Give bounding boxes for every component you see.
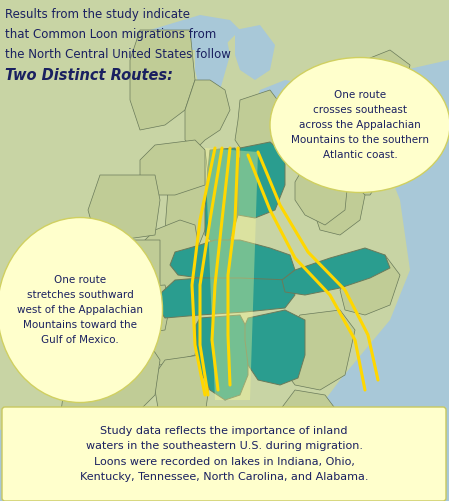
Polygon shape [60,330,160,440]
Polygon shape [150,15,240,50]
Text: the North Central United States follow: the North Central United States follow [5,48,231,61]
Polygon shape [345,160,380,195]
Text: Two Distinct Routes:: Two Distinct Routes: [5,68,173,83]
Polygon shape [88,175,160,240]
Text: Study data reflects the importance of inland
waters in the southeastern U.S. dur: Study data reflects the importance of in… [80,426,368,482]
FancyBboxPatch shape [2,407,446,501]
Polygon shape [255,80,310,108]
Polygon shape [310,72,360,100]
Polygon shape [280,310,355,390]
Polygon shape [255,390,340,490]
Polygon shape [158,278,295,318]
Polygon shape [130,30,195,130]
Polygon shape [365,50,410,100]
Polygon shape [238,142,285,218]
Polygon shape [310,60,449,501]
Polygon shape [365,150,392,185]
Polygon shape [195,20,230,100]
Polygon shape [235,90,285,155]
Polygon shape [340,255,400,315]
Ellipse shape [0,217,163,402]
Ellipse shape [270,58,449,192]
Text: that Common Loon migrations from: that Common Loon migrations from [5,28,216,41]
Polygon shape [90,285,170,335]
Polygon shape [205,148,258,400]
Polygon shape [170,240,295,282]
Polygon shape [298,108,375,165]
Text: One route
crosses southeast
across the Appalachian
Mountains to the southern
Atl: One route crosses southeast across the A… [291,90,429,160]
Polygon shape [165,145,210,265]
Polygon shape [282,248,390,295]
Polygon shape [205,148,240,245]
Polygon shape [155,355,210,435]
Polygon shape [130,220,200,295]
Polygon shape [196,315,248,400]
Polygon shape [315,185,365,235]
Polygon shape [130,295,200,365]
Text: Results from the study indicate: Results from the study indicate [5,8,190,21]
Polygon shape [140,140,205,195]
Polygon shape [0,410,300,501]
Text: One route
stretches southward
west of the Appalachian
Mountains toward the
Gulf : One route stretches southward west of th… [17,276,143,345]
Polygon shape [235,25,275,80]
Polygon shape [295,162,348,225]
Polygon shape [130,430,200,480]
Polygon shape [185,80,230,150]
Polygon shape [295,65,385,110]
Polygon shape [245,310,305,385]
Polygon shape [85,240,160,290]
